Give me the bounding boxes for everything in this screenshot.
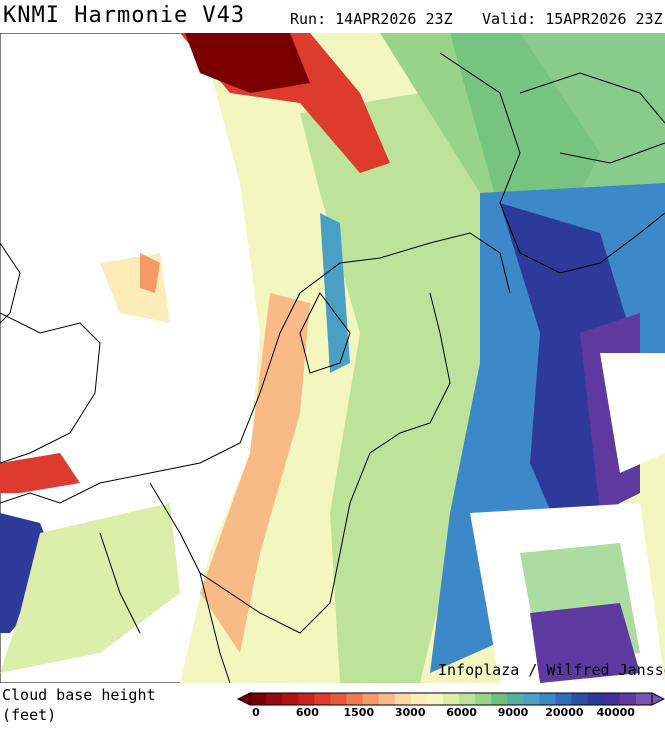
color-swatch [635,693,653,705]
coastlines [0,52,665,683]
colorbar-label: 40000 [597,706,636,719]
color-swatch [250,693,267,705]
color-swatch [603,693,621,705]
legend-title: Cloud base height [2,686,156,704]
colorbar-label: 0 [252,706,260,719]
color-swatch [619,693,637,705]
credit: Infoplaza / Wilfred Janssen [438,661,665,679]
colorbar-frame [249,692,653,706]
colorbar-label: 1500 [343,706,374,719]
colorbar: 0 600 1500 3000 6000 9000 20000 40000 [236,692,665,719]
color-swatch [362,693,380,705]
colorbar-label: 6000 [446,706,477,719]
color-swatch [282,693,299,705]
colorbar-label: 600 [296,706,319,719]
color-swatch [571,693,589,705]
colorbar-label: 3000 [395,706,426,719]
color-swatch [587,693,605,705]
color-swatch [442,693,460,705]
color-swatch [539,693,557,705]
colorbar-label: 9000 [498,706,529,719]
color-swatch [410,693,428,705]
color-swatch [330,693,347,705]
cloud-field [0,33,665,683]
color-swatch [475,693,492,705]
valid-time: Valid: 15APR2026 23Z [482,10,663,28]
legend-unit: (feet) [2,706,57,724]
color-swatch [459,693,476,705]
color-swatch [523,693,540,705]
color-swatch [298,693,315,705]
colorbar-arrow [236,692,251,706]
title: KNMI Harmonie V43 [3,3,246,28]
color-swatch [426,693,444,705]
color-swatch [266,693,283,705]
map [0,33,665,683]
color-swatch [314,693,331,705]
color-swatch [346,693,364,705]
colorbar-label: 20000 [545,706,584,719]
colorbar-arrow [651,692,665,706]
run-time: Run: 14APR2026 23Z [290,10,453,28]
color-swatch [394,693,412,705]
color-swatch [491,693,508,705]
color-swatch [507,693,524,705]
color-swatch [555,693,573,705]
color-swatch [378,693,396,705]
